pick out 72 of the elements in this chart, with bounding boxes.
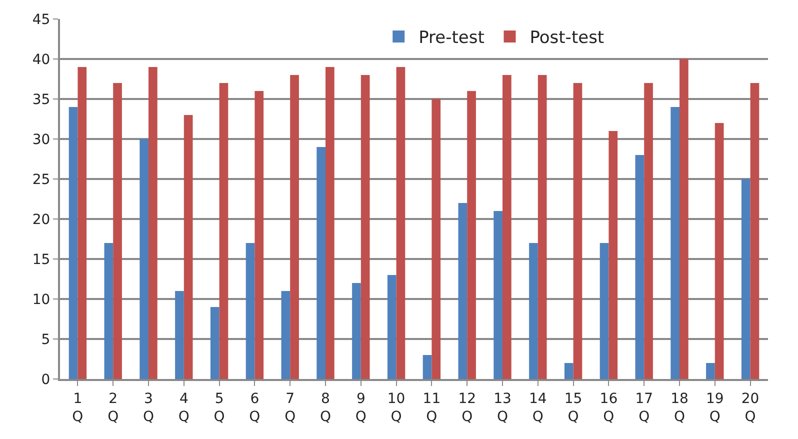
x-tick-label: 17 Q (635, 390, 654, 425)
y-tick-label: 0 (41, 372, 50, 388)
bar (281, 291, 290, 379)
x-tick-label: 5 Q (214, 390, 225, 425)
bar (290, 75, 299, 379)
legend-label: Pre-test (418, 28, 485, 48)
x-tick-label: 1 Q (72, 390, 84, 425)
x-tick-label: 8 Q (320, 390, 332, 425)
bar (104, 243, 114, 379)
bar (113, 83, 122, 379)
bar (608, 131, 618, 379)
legend-label: Post-test (530, 28, 604, 48)
bar (635, 155, 644, 379)
bar (246, 243, 255, 379)
bar (254, 91, 264, 379)
bar (140, 139, 148, 379)
bar (714, 123, 724, 379)
y-tick-label: 25 (32, 172, 50, 188)
x-tick-label: 15 Q (564, 390, 582, 425)
y-tick-label: 45 (32, 12, 50, 28)
bar (750, 83, 760, 379)
bar (326, 67, 334, 379)
bar (573, 83, 582, 379)
bar (78, 67, 87, 379)
bar (600, 243, 609, 379)
bar (529, 243, 538, 379)
x-tick-label: 13 Q (494, 390, 512, 425)
bar (538, 75, 547, 379)
bar (148, 67, 158, 379)
bar (352, 283, 361, 379)
y-tick-label: 20 (32, 212, 50, 228)
bar (680, 59, 688, 379)
x-tick-label: 14 Q (528, 390, 547, 425)
x-tick-label: 3 Q (142, 390, 154, 425)
x-tick-label: 6 Q (249, 390, 260, 425)
bar (494, 211, 502, 379)
bar (184, 115, 193, 379)
bar (396, 67, 406, 379)
x-tick-label: 12 Q (458, 390, 476, 425)
bar (564, 363, 574, 379)
y-tick-label: 30 (32, 132, 50, 148)
bar (644, 83, 653, 379)
bar (741, 179, 750, 379)
x-tick-label: 2 Q (108, 390, 119, 425)
x-tick-label: 9 Q (355, 390, 366, 425)
bar (175, 291, 184, 379)
y-tick-label: 10 (32, 292, 50, 308)
bar (360, 75, 370, 379)
bar (458, 203, 468, 379)
bar (432, 99, 441, 379)
x-tick-label: 10 Q (387, 390, 406, 425)
x-tick-label: 4 Q (178, 390, 190, 425)
bar (467, 91, 476, 379)
bar (68, 107, 78, 379)
x-tick-label: 20 Q (741, 390, 760, 425)
bar (502, 75, 512, 379)
x-tick-label: 18 Q (670, 390, 688, 425)
x-tick-label: 19 Q (706, 390, 724, 425)
x-tick-label: 16 Q (600, 390, 618, 425)
bar (219, 83, 228, 379)
y-tick-label: 35 (32, 92, 50, 108)
y-tick-label: 40 (32, 52, 50, 68)
bar (210, 307, 220, 379)
y-tick-label: 15 (32, 252, 50, 268)
bar (670, 107, 680, 379)
y-tick-label: 5 (41, 332, 50, 348)
bar (706, 363, 715, 379)
bar (422, 355, 432, 379)
bar (316, 147, 326, 379)
bar (387, 275, 396, 379)
x-tick-label: 11 Q (422, 390, 441, 425)
x-tick-label: 7 Q (284, 390, 296, 425)
